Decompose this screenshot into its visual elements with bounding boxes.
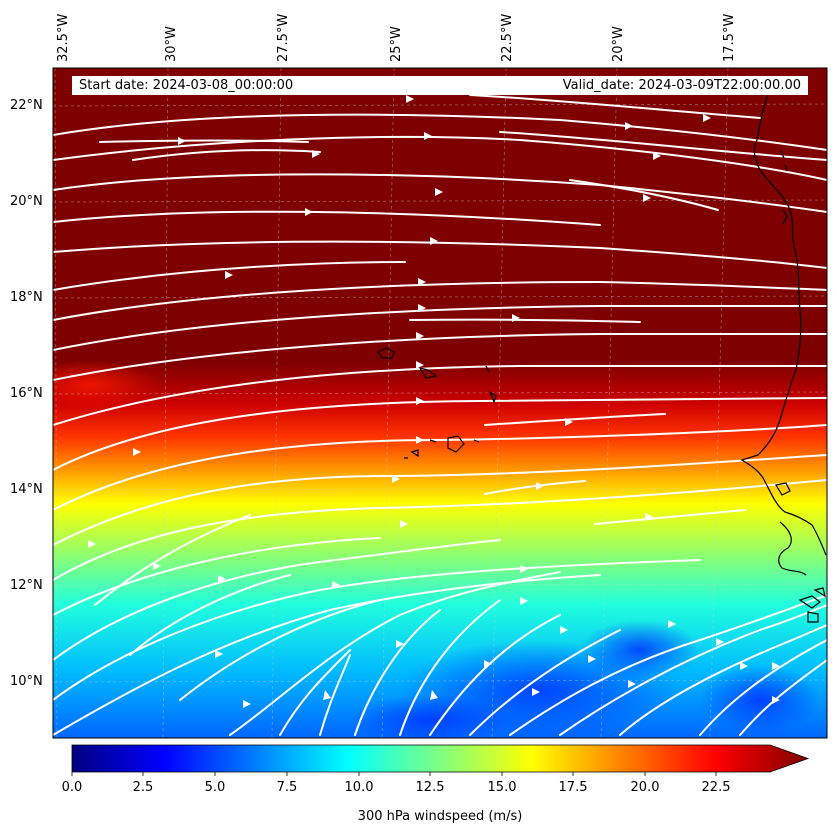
start-date-label: Start date: 2024-03-08_00:00:00 [79, 78, 294, 93]
colorbar-tick: 7.5 [276, 780, 298, 795]
gridlines [53, 68, 827, 738]
colorbar-label: 300 hPa windspeed (m/s) [357, 809, 523, 824]
lat-label: 10°N [10, 674, 43, 689]
lat-label: 18°N [10, 290, 43, 305]
lat-label: 14°N [10, 482, 43, 497]
lon-label: 27.5°W [276, 13, 291, 62]
lon-label: 22.5°W [500, 13, 515, 62]
valid-date-label: Valid_date: 2024-03-09T22:00:00.00 [562, 78, 801, 93]
lon-label: 32.5°W [56, 13, 71, 62]
streamlines [53, 94, 827, 736]
lon-label: 17.5°W [722, 13, 737, 62]
colorbar-tick: 15.0 [487, 780, 517, 795]
colorbar [71, 744, 810, 776]
colorbar-tick: 2.5 [132, 780, 154, 795]
colorbar-tick: 17.5 [558, 780, 588, 795]
colorbar-tick: 20.0 [630, 780, 660, 795]
streamline-arrows [88, 95, 780, 708]
colorbar-tick: 5.0 [204, 780, 226, 795]
lat-label: 12°N [10, 578, 43, 593]
lon-label: 20°W [611, 26, 626, 62]
colorbar-tick: 12.5 [415, 780, 445, 795]
lon-label: 25°W [389, 26, 404, 62]
coastlines [377, 94, 827, 623]
lon-label: 30°W [164, 26, 179, 62]
colorbar-tick: 0.0 [61, 780, 83, 795]
lat-label: 20°N [10, 194, 43, 209]
map-frame [52, 67, 828, 739]
colorbar-tick: 10.0 [344, 780, 374, 795]
lat-label: 16°N [10, 386, 43, 401]
windspeed-field [53, 68, 827, 738]
colorbar-tick: 22.5 [701, 780, 731, 795]
date-info-box: Start date: 2024-03-08_00:00:00 Valid_da… [72, 76, 808, 95]
lat-label: 22°N [10, 98, 43, 113]
